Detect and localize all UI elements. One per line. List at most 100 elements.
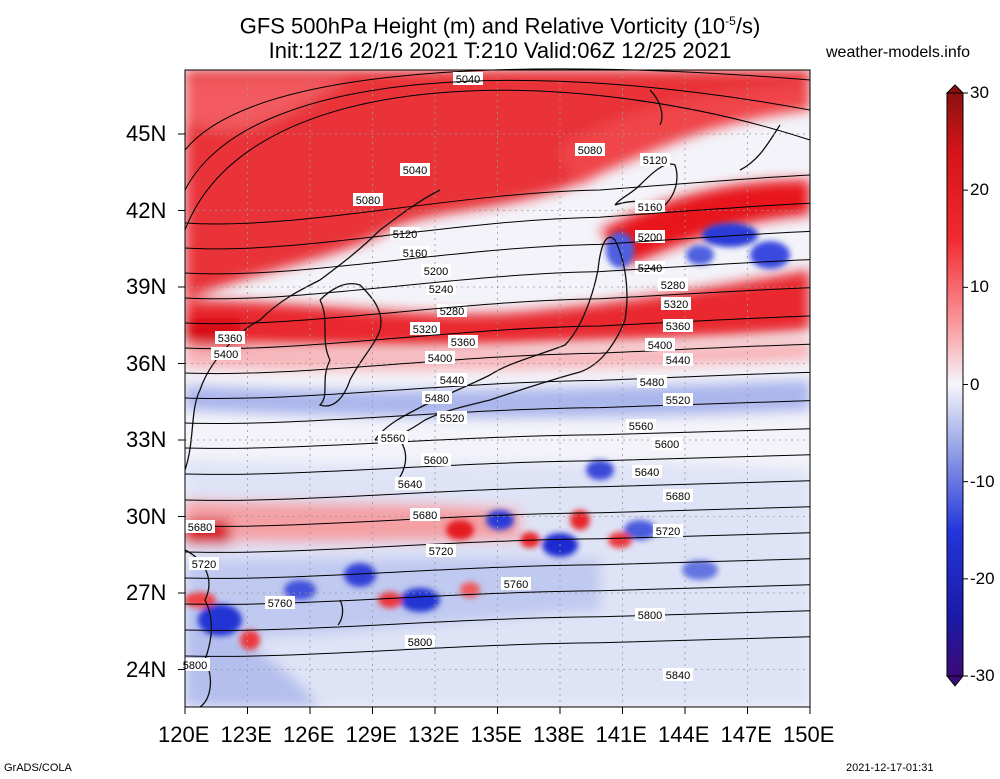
- contour-line: [184, 79, 811, 191]
- contour-label: 5680: [666, 491, 690, 503]
- contour-label-bg: [661, 297, 691, 310]
- colorbar: [945, 84, 965, 687]
- contour-label-bg: [640, 153, 670, 166]
- contour-label: 5080: [356, 195, 380, 207]
- contour-label-bg: [437, 411, 467, 424]
- contour-label: 5640: [398, 479, 422, 491]
- contour-label-bg: [663, 353, 693, 366]
- contour-label-bg: [405, 635, 435, 648]
- contour-label-bg: [421, 453, 451, 466]
- field-layer: [185, 70, 810, 707]
- contour-label: 5360: [218, 333, 242, 345]
- colorbar-tick-label: 20: [970, 180, 989, 200]
- lat-tick-label: 30N: [126, 503, 167, 529]
- contour-label-bg: [658, 278, 688, 291]
- lat-tick-label: 24N: [126, 656, 167, 682]
- lat-tick-label: 27N: [126, 580, 167, 605]
- lat-tick-label: 39N: [126, 274, 167, 299]
- lat-tick-label: 42N: [126, 197, 167, 223]
- contour-label-bg: [635, 608, 665, 621]
- lon-tick-label: 138E: [533, 722, 585, 747]
- contour-label-bg: [426, 544, 456, 557]
- contour-label: 5320: [413, 324, 437, 336]
- contour-label: 5400: [214, 349, 238, 361]
- contour-label-bg: [265, 596, 295, 609]
- contour-line: [184, 610, 811, 631]
- contour-label: 5520: [666, 395, 690, 407]
- contour-label-bg: [635, 261, 665, 274]
- contour-label-bg: [400, 163, 430, 176]
- contour-label-bg: [437, 304, 467, 317]
- contour-label-bg: [400, 246, 430, 259]
- contour-label-bg: [421, 264, 451, 277]
- lat-tick-label: 45N: [126, 121, 167, 146]
- contour-label: 5440: [440, 375, 464, 387]
- contour-line: [184, 287, 811, 325]
- colorbar-tick-label: -10: [970, 471, 995, 491]
- contour-label: 5640: [635, 467, 659, 479]
- contour-line: [184, 89, 811, 231]
- contour-label: 5600: [655, 439, 679, 451]
- contour-label: 5160: [638, 202, 662, 214]
- contour-label-bg: [189, 557, 219, 570]
- contour-label: 5720: [429, 546, 453, 558]
- contour-label-bg: [425, 351, 455, 364]
- contour-label: 5160: [403, 248, 427, 260]
- contour-label: 5280: [661, 280, 685, 292]
- contour-label: 5040: [403, 165, 427, 177]
- lon-tick-label: 123E: [220, 722, 272, 747]
- contour-label: 5360: [451, 337, 475, 349]
- contour-label-bg: [395, 477, 425, 490]
- contour-label: 5400: [428, 353, 452, 365]
- contour-label-bg: [422, 391, 452, 404]
- contour-label: 5560: [629, 421, 653, 433]
- contour-label-bg: [426, 282, 456, 295]
- lat-lon-grid: [185, 70, 810, 707]
- contour-label: 5320: [664, 299, 688, 311]
- contour-line: [184, 371, 811, 400]
- contour-line: [184, 558, 811, 579]
- contour-label: 5480: [425, 393, 449, 405]
- contour-line: [184, 532, 811, 553]
- contour-label-bg: [185, 520, 215, 533]
- contour-label: 5200: [424, 266, 448, 278]
- contour-line: [184, 636, 811, 657]
- contour-label-bg: [632, 465, 662, 478]
- contour-label: 5040: [456, 74, 480, 86]
- contour-label-bg: [211, 347, 241, 360]
- title-exponent: -5: [725, 14, 736, 28]
- contour-label: 5800: [408, 637, 432, 649]
- lon-tick-label: 150E: [783, 722, 835, 747]
- contour-line: [184, 400, 811, 424]
- contour-label-bg: [663, 319, 693, 332]
- contour-label: 5720: [192, 559, 216, 571]
- contour-label-bg: [635, 230, 665, 243]
- height-contours: 5040 5040 5080 5080 5120 5120 5160 5160 5200 5200…: [180, 68, 811, 682]
- lat-tick-label: 33N: [126, 427, 167, 452]
- contour-label-bg: [437, 373, 467, 386]
- colorbar-tick-label: -20: [970, 568, 995, 588]
- contour-label-bg: [635, 200, 665, 213]
- contour-line: [184, 68, 811, 151]
- lon-tick-label: 141E: [595, 722, 647, 747]
- contour-line: [184, 454, 811, 475]
- contour-line: [184, 174, 811, 225]
- contour-label: 5800: [183, 660, 207, 672]
- contour-label-bg: [215, 331, 245, 344]
- site-label: weather-models.info: [826, 44, 971, 61]
- colorbar-tick-label: 30: [970, 83, 989, 102]
- contour-label: 5560: [381, 433, 405, 445]
- contour-label: 5440: [666, 355, 690, 367]
- contour-label: 5680: [188, 522, 212, 534]
- contour-line: [184, 315, 811, 350]
- contour-label-bg: [653, 524, 683, 537]
- contour-label: 5480: [640, 377, 664, 389]
- contour-label: 5360: [666, 321, 690, 333]
- credit-timestamp: 2021-12-17-01:31: [846, 762, 934, 774]
- contour-label-bg: [663, 393, 693, 406]
- contour-line: [184, 259, 811, 300]
- contour-label-bg: [448, 335, 478, 348]
- contour-label: 5080: [578, 145, 602, 157]
- colorbar-tick-label: -30: [970, 666, 995, 685]
